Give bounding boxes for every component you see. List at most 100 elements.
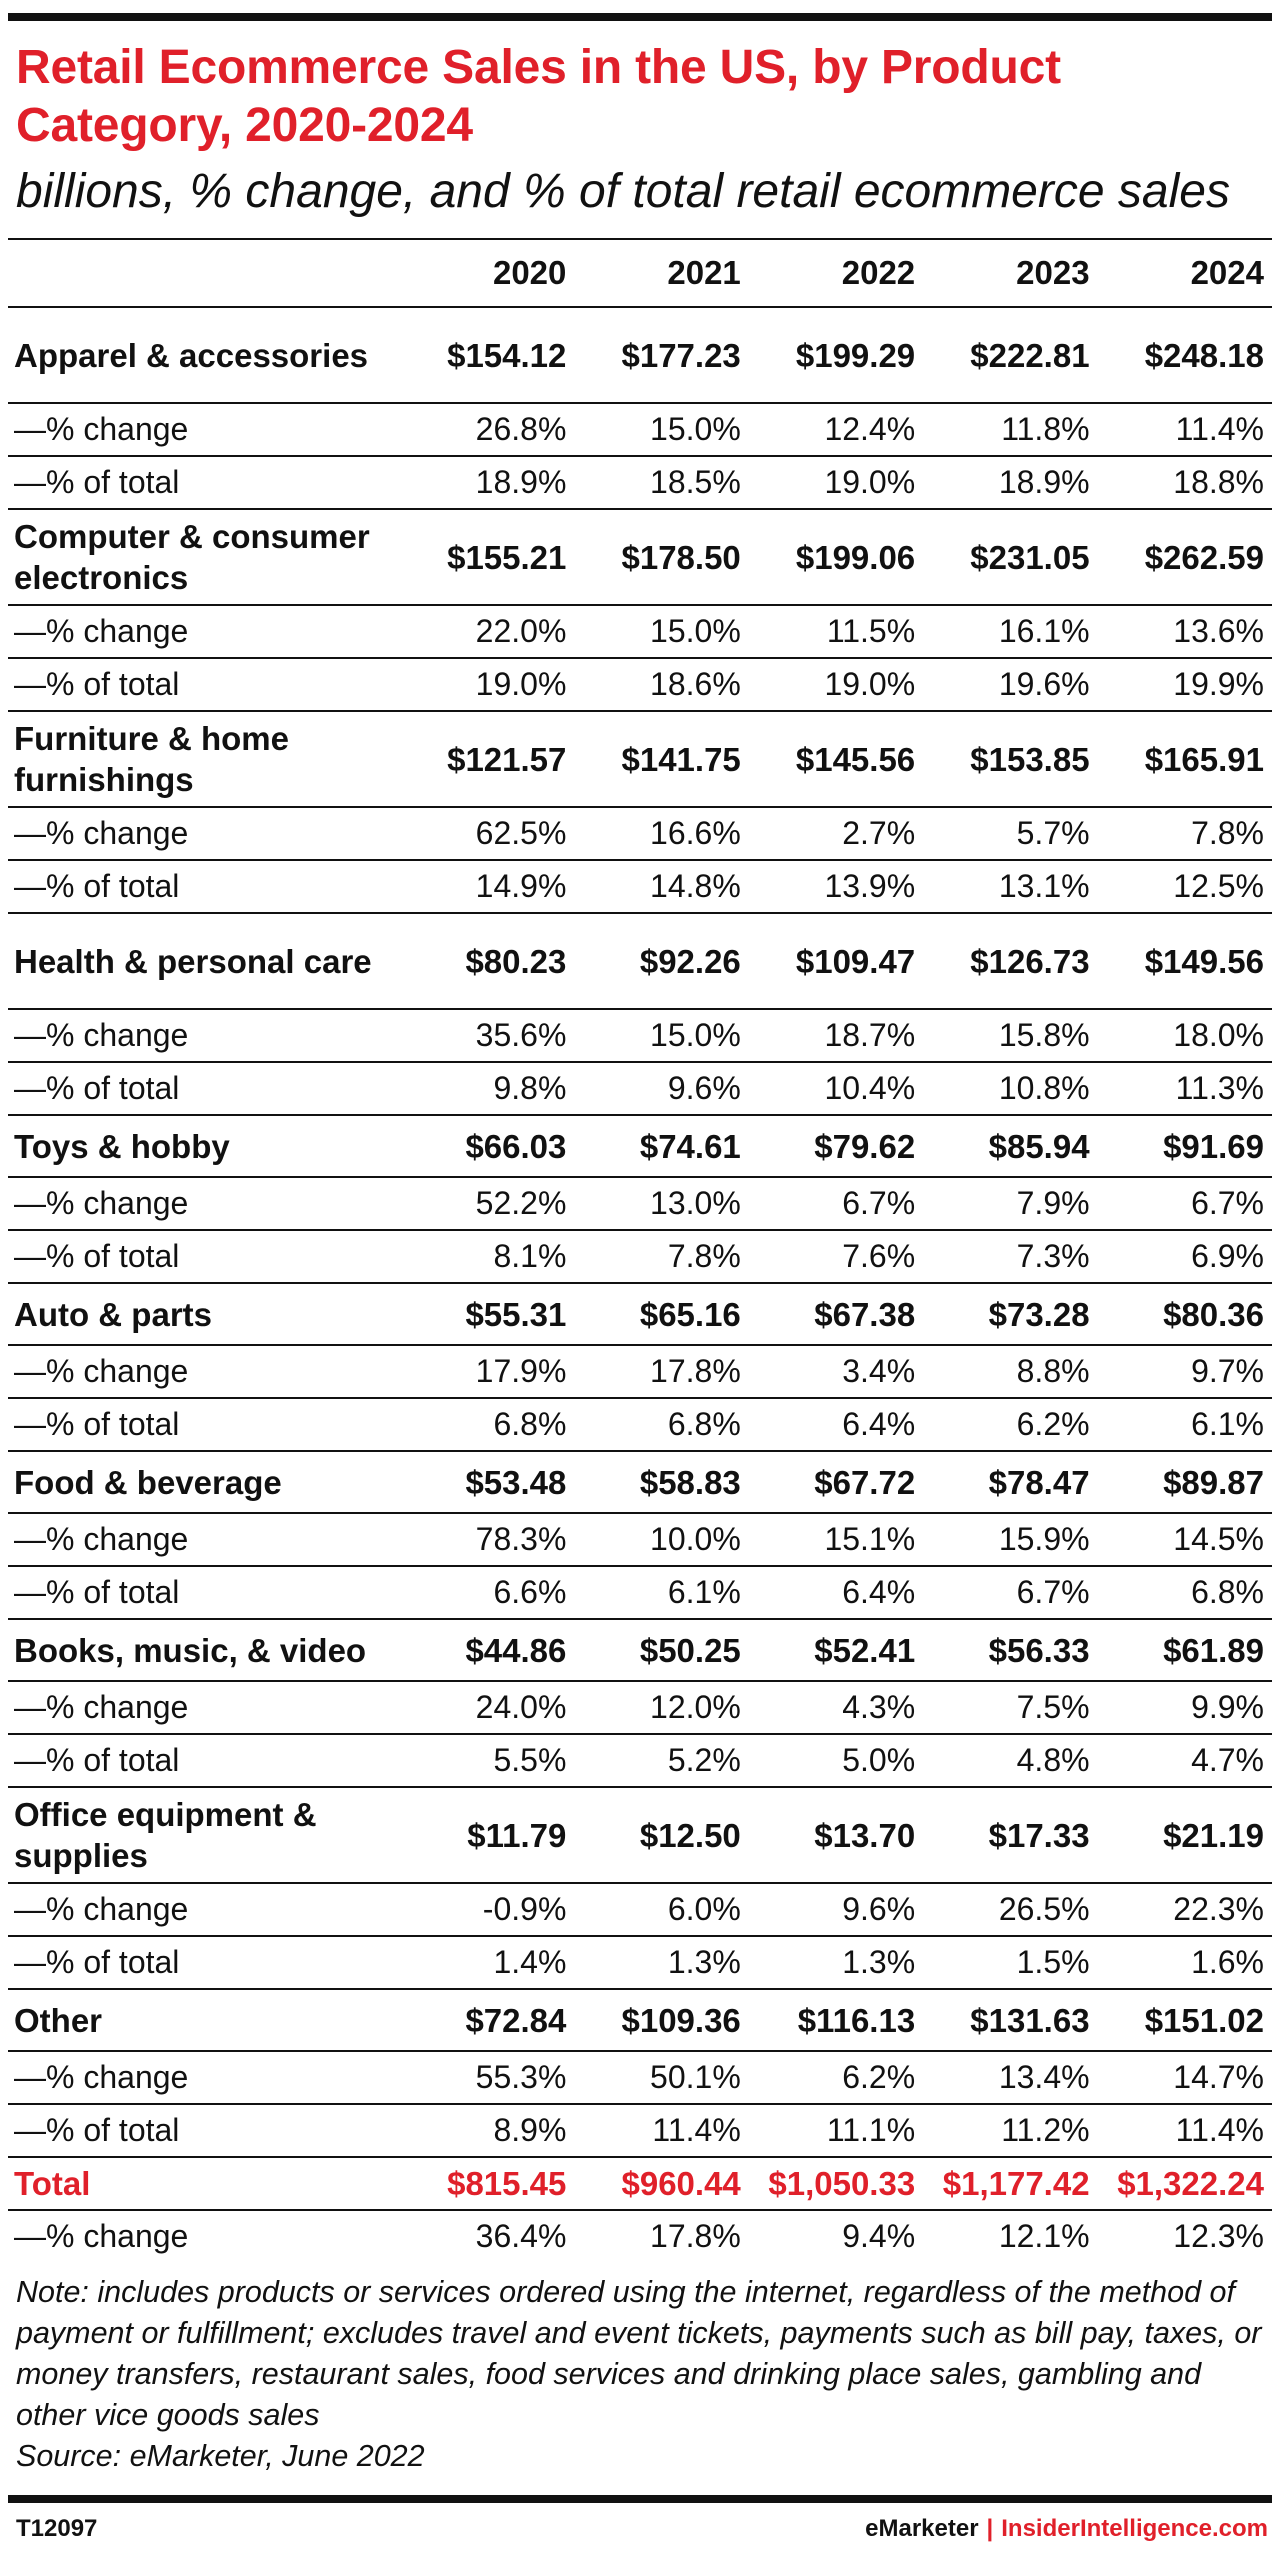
value-cell: $109.36 [574, 1989, 749, 2052]
value-cell: $52.41 [748, 1619, 924, 1682]
value-cell: $58.83 [574, 1451, 749, 1514]
value-cell: 6.8% [574, 1398, 749, 1452]
value-cell: 5.5% [400, 1734, 575, 1788]
value-cell: 7.8% [1097, 807, 1272, 861]
value-cell: $1,177.42 [923, 2157, 1098, 2211]
value-cell: 8.8% [923, 1345, 1098, 1399]
value-cell: $13.70 [748, 1787, 924, 1884]
category-row: Other $72.84 $109.36 $116.13 $131.63 $151.02 [8, 1989, 1272, 2052]
value-cell: 62.5% [400, 807, 575, 861]
share-row: —% of total 5.5% 5.2% 5.0% 4.8% 4.7% [8, 1734, 1272, 1788]
value-cell: $248.18 [1097, 307, 1272, 404]
row-label: —% change [8, 1513, 400, 1567]
value-cell: $199.29 [748, 307, 924, 404]
category-row: Toys & hobby $66.03 $74.61 $79.62 $85.94 $91.… [8, 1115, 1272, 1178]
row-label: —% change [8, 403, 400, 457]
value-cell: 7.5% [923, 1681, 1098, 1735]
value-cell: 24.0% [400, 1681, 575, 1735]
value-cell: 9.8% [400, 1062, 575, 1116]
value-cell: 11.5% [748, 605, 924, 659]
value-cell: $21.19 [1097, 1787, 1272, 1884]
value-cell: 9.6% [574, 1062, 749, 1116]
value-cell: 1.5% [923, 1936, 1098, 1990]
value-cell: $78.47 [923, 1451, 1098, 1514]
value-cell: 35.6% [400, 1009, 575, 1063]
value-cell: $199.06 [748, 509, 924, 606]
value-cell: 7.3% [923, 1230, 1098, 1284]
row-label: —% of total [8, 1566, 400, 1620]
header-label-cell [8, 240, 400, 308]
value-cell: 6.9% [1097, 1230, 1272, 1284]
value-cell: 19.0% [748, 456, 924, 510]
share-row: —% of total 18.9% 18.5% 19.0% 18.9% 18.8% [8, 456, 1272, 510]
value-cell: $154.12 [400, 307, 575, 404]
chart-container: Retail Ecommerce Sales in the US, by Pro… [8, 13, 1272, 2551]
footnote: Note: includes products or services orde… [16, 2272, 1272, 2477]
value-cell: 3.4% [748, 1345, 924, 1399]
value-cell: $960.44 [574, 2157, 749, 2211]
value-cell: 17.8% [650, 2218, 741, 2254]
row-label: —% of total [8, 456, 400, 510]
change-row: —% change -0.9% 6.0% 9.6% 26.5% 22.3% [8, 1883, 1272, 1937]
share-row: —% of total 8.1% 7.8% 7.6% 7.3% 6.9% [8, 1230, 1272, 1284]
value-cell: $85.94 [923, 1115, 1098, 1178]
value-cell: 36.4% [475, 2218, 567, 2254]
brand-logo: eMarketer | InsiderIntelligence.com [865, 2515, 1268, 2543]
value-cell: 17.9% [400, 1345, 575, 1399]
change-row: —% change 52.2% 13.0% 6.7% 7.9% 6.7% [8, 1177, 1272, 1231]
value-cell: 26.5% [923, 1883, 1098, 1937]
row-label: —% of total [8, 1936, 400, 1990]
category-row: Books, music, & video $44.86 $50.25 $52.41 $… [8, 1619, 1272, 1682]
row-label: Health & personal care [8, 913, 400, 1010]
change-row: —% change 24.0% 12.0% 4.3% 7.5% 9.9% [8, 1681, 1272, 1735]
value-cell: 16.6% [574, 807, 749, 861]
value-cell: 6.1% [574, 1566, 749, 1620]
value-cell: 11.8% [923, 403, 1098, 457]
row-label: —% of total [8, 1398, 400, 1452]
value-cell: 15.0% [574, 403, 749, 457]
value-cell: 10.0% [574, 1513, 749, 1567]
change-row: —% change 78.3% 10.0% 15.1% 15.9% 14.5% [8, 1513, 1272, 1567]
table-body: Apparel & accessories $154.12 $177.23 $199.… [8, 307, 1272, 2262]
row-label: —% change [8, 605, 400, 659]
value-cell: 1.3% [574, 1936, 749, 1990]
value-cell: $56.33 [923, 1619, 1098, 1682]
value-cell: $222.81 [923, 307, 1098, 404]
row-label: —% change [8, 1009, 400, 1063]
column-header: 2022 [748, 240, 924, 308]
value-cell: 12.1% [998, 2218, 1090, 2254]
value-cell: $61.89 [1097, 1619, 1272, 1682]
value-cell: 6.7% [1097, 1177, 1272, 1231]
value-cell: $1,322.24 [1097, 2157, 1272, 2211]
value-cell: $141.75 [574, 711, 749, 808]
change-row: —% change 26.8% 15.0% 12.4% 11.8% 11.4% [8, 403, 1272, 457]
row-label: Computer & consumer electronics [8, 509, 400, 606]
row-label: Total [8, 2157, 400, 2211]
top-rule [8, 13, 1272, 21]
row-label: —% of total [8, 1734, 400, 1788]
value-cell: $231.05 [923, 509, 1098, 606]
value-cell: 9.6% [748, 1883, 924, 1937]
value-cell: 14.7% [1097, 2051, 1272, 2105]
row-label: —% change [8, 2051, 400, 2105]
value-cell: 9.9% [1097, 1681, 1272, 1735]
category-row: Food & beverage $53.48 $58.83 $67.72 $78.47 $… [8, 1451, 1272, 1514]
row-label: Food & beverage [8, 1451, 400, 1514]
change-row: —% change 17.9% 17.8% 3.4% 8.8% 9.7% [8, 1345, 1272, 1399]
value-cell: 6.7% [748, 1177, 924, 1231]
value-cell: 14.9% [400, 860, 575, 914]
value-cell: 52.2% [400, 1177, 575, 1231]
value-cell: 18.6% [574, 658, 749, 712]
value-cell: $151.02 [1097, 1989, 1272, 2052]
category-row: Auto & parts $55.31 $65.16 $67.38 $73.28 $80.… [8, 1283, 1272, 1346]
value-cell: $177.23 [574, 307, 749, 404]
value-cell: 19.0% [748, 658, 924, 712]
value-cell: $11.79 [400, 1787, 575, 1884]
value-cell: $67.38 [748, 1283, 924, 1346]
value-cell: 1.4% [400, 1936, 575, 1990]
value-cell: 6.2% [748, 2051, 924, 2105]
value-cell: 7.6% [748, 1230, 924, 1284]
row-label: —% change [8, 1681, 400, 1735]
row-label: Office equipment & supplies [8, 1787, 400, 1884]
row-label: —% of total [8, 1230, 400, 1284]
